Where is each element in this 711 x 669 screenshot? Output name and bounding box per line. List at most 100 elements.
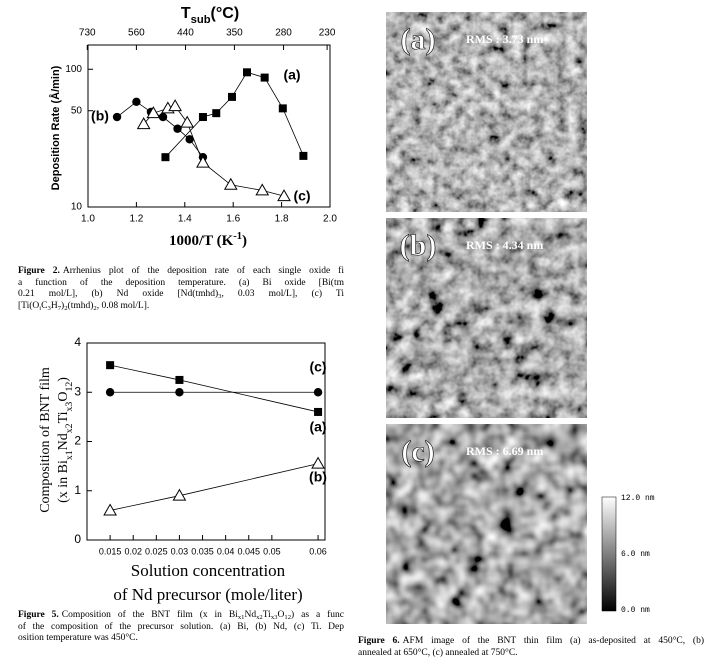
x2-tick-label: 560: [128, 28, 145, 39]
caption-text: Composition of the BNT film (x in Bi: [61, 610, 238, 620]
x-tick-label: 1.0: [81, 214, 95, 225]
caption-text: AFM image of the BNT thin film (a) as-de…: [402, 636, 704, 646]
circle-marker: [112, 112, 122, 122]
x-axis-label: of Nd precursor (mole/liter): [113, 585, 302, 604]
colorbar: [601, 496, 617, 612]
circle-marker: [158, 112, 168, 122]
square-marker: [175, 375, 184, 384]
x2-tick-label: 730: [79, 28, 96, 39]
x-axis-label-part: -1: [233, 231, 242, 242]
circle-marker: [132, 97, 141, 107]
caption-label: Figure 2.: [18, 266, 60, 276]
caption-text: 7: [57, 304, 62, 312]
circle-marker: [185, 135, 194, 144]
x2-tick-label: 440: [177, 28, 194, 39]
caption-text: ) as a func: [291, 610, 344, 620]
triangle-marker: [172, 488, 187, 501]
triangle-marker: [136, 117, 151, 130]
top-axis-label-part: (°C): [211, 5, 240, 22]
y-axis-label-part: ): [56, 377, 71, 382]
y-axis-label: Composition of BNT film: [38, 367, 53, 513]
triangle-marker: [223, 177, 238, 190]
top-axis-label-part: sub: [191, 14, 211, 26]
colorbar-label: 12.0 nm: [621, 494, 655, 503]
square-marker: [278, 104, 287, 113]
caption-text: Nd: [244, 610, 257, 620]
triangle-marker: [311, 456, 325, 469]
series-line: [110, 463, 319, 511]
square-marker: [314, 407, 323, 416]
x2-tick-label: 230: [319, 28, 336, 39]
y-tick-label: 50: [71, 105, 83, 116]
panel-label: (c): [401, 435, 434, 468]
x2-tick-label: 350: [226, 28, 243, 39]
x-tick-label: 0.02: [124, 546, 142, 556]
series-annotation: (a): [309, 419, 326, 435]
caption-text: Arrhenius plot of the deposition rate of…: [62, 266, 344, 276]
caption-text: 2: [64, 304, 68, 312]
x-axis-label-part: ): [242, 233, 247, 249]
x-tick-label: 0.045: [237, 546, 260, 556]
caption-text: of the composition of the precursor solu…: [18, 621, 344, 632]
y-tick-label: 100: [65, 64, 82, 75]
caption-text: 2: [93, 304, 97, 312]
x-tick-label: 0.05: [263, 546, 281, 556]
series-annotation: (b): [91, 108, 109, 124]
triangle-marker: [168, 99, 182, 112]
caption-text: Ti: [262, 610, 271, 620]
x-tick-label: 0.035: [191, 546, 214, 556]
series-annotation: (c): [309, 359, 326, 375]
circle-marker: [313, 388, 323, 397]
figure-caption: Figure 6. AFM image of the BNT thin film …: [358, 636, 704, 659]
caption-label: Figure 6.: [358, 636, 400, 646]
series-line: [165, 71, 304, 158]
caption-line: [Ti(OiC3H7)2(tmhd)2, 0.08 mol/L].: [18, 301, 344, 313]
series-annotation: (b): [309, 469, 327, 485]
y-axis-label-part: Nd: [56, 433, 71, 450]
x-tick-label: 0.025: [145, 546, 168, 556]
y-tick-label: 2: [74, 434, 81, 448]
afm-image: [386, 424, 587, 624]
square-marker: [260, 73, 269, 82]
caption-line: Figure 2. Arrhenius plot of the depositio…: [18, 266, 344, 278]
colorbar-label: 6.0 nm: [621, 550, 650, 559]
plot-frame: [86, 342, 326, 541]
afm-image: [386, 12, 587, 212]
square-marker: [161, 153, 170, 162]
caption-line: Figure 5. Composition of the BNT film (x …: [18, 610, 344, 622]
square-marker: [242, 68, 251, 77]
circle-marker: [175, 388, 184, 397]
caption-text: ): [61, 300, 65, 311]
x2-tick-label: 280: [275, 28, 292, 39]
caption-line: of the composition of the precursor solu…: [18, 622, 344, 634]
y-tick-label: 1: [74, 483, 81, 497]
y-tick-label: 0: [74, 532, 81, 546]
rms-label: RMS : 4.34 nm: [466, 238, 543, 252]
caption-text: x3: [270, 614, 278, 621]
plot-frame: [87, 44, 331, 208]
square-marker: [227, 92, 236, 101]
caption-text: 3: [218, 293, 222, 300]
x-tick-label: 0.015: [99, 546, 122, 556]
y-axis-label: Deposition Rate (Å/min): [49, 65, 62, 190]
y-axis-label: (x in Bix1Ndx2Tix3O12): [56, 377, 75, 503]
caption-text: 0.21 mol/L], (b) Nd oxide [Nd(tmhd): [18, 289, 219, 299]
afm-image: [386, 218, 587, 418]
y-tick-label: 3: [74, 384, 81, 398]
caption-text: (tmhd): [67, 300, 94, 311]
series-annotation: (c): [293, 188, 310, 204]
rms-label: RMS : 6.69 nm: [466, 444, 543, 458]
series-annotation: (a): [283, 67, 300, 83]
panel-label: (a): [401, 23, 436, 56]
x-tick-label: 0.03: [171, 546, 189, 556]
caption-text: C: [41, 300, 48, 311]
x-tick-label: 0.06: [309, 546, 327, 556]
caption-text: 3: [47, 304, 51, 312]
figure-caption: Figure 2. Arrhenius plot of the depositio…: [18, 266, 344, 312]
caption-text: , 0.08 mol/L].: [96, 300, 150, 311]
caption-line: Figure 6. AFM image of the BNT thin film …: [358, 636, 704, 648]
triangle-marker: [196, 155, 210, 168]
x-axis-label: 1000/T (K-1): [169, 231, 247, 250]
